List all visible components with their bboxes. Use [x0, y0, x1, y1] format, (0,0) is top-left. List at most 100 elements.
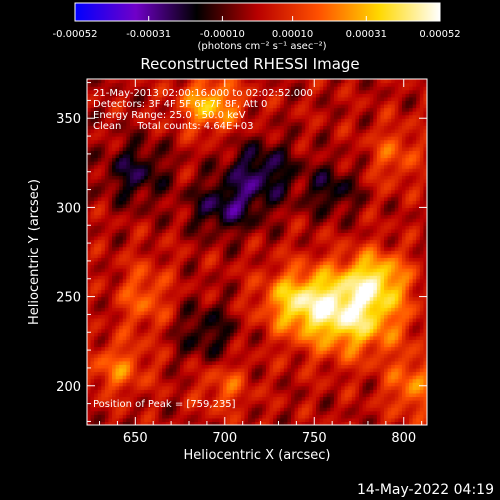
heatmap-cell — [94, 103, 99, 109]
heatmap-cell — [248, 371, 253, 376]
heatmap-cell — [108, 157, 113, 162]
heatmap-cell — [226, 350, 231, 355]
heatmap-cell — [129, 342, 135, 348]
heatmap-cell — [265, 203, 271, 209]
heatmap-cell — [265, 100, 271, 105]
heatmap-cell — [94, 417, 99, 423]
heatmap-cell — [90, 375, 95, 380]
heatmap-cell — [172, 150, 178, 155]
heatmap-cell — [162, 196, 167, 201]
heatmap-cell — [90, 200, 95, 205]
heatmap-cell — [119, 182, 124, 187]
colorbar: -0.00052 -0.00031 -0.00010 0.00010 0.00031 0.… — [53, 2, 461, 52]
heatmap-cell — [201, 150, 206, 155]
heatmap-cell — [255, 186, 260, 191]
heatmap-cell — [101, 367, 106, 373]
heatmap-cell — [230, 125, 235, 130]
heatmap-cell — [119, 246, 124, 251]
heatmap-cell — [212, 253, 217, 258]
heatmap-cell — [230, 164, 235, 169]
heatmap-cell — [137, 392, 142, 398]
heatmap-cell — [137, 325, 142, 330]
heatmap-cell — [101, 378, 106, 383]
heatmap-cell — [90, 382, 95, 387]
heatmap-cell — [262, 335, 267, 340]
heatmap-cell — [155, 407, 160, 412]
heatmap-cell — [155, 300, 160, 305]
heatmap-cell — [97, 186, 102, 191]
heatmap-cell — [219, 182, 224, 187]
heatmap-cell — [165, 392, 170, 398]
heatmap-cell — [115, 232, 120, 237]
heatmap-cell — [162, 285, 167, 291]
heatmap-cell — [230, 186, 235, 191]
heatmap-cell — [151, 189, 156, 194]
heatmap-cell — [262, 207, 267, 212]
heatmap-cell — [197, 382, 203, 387]
heatmap-cell — [90, 150, 95, 155]
heatmap-cell — [155, 153, 160, 159]
heatmap-cell — [180, 243, 185, 248]
heatmap-cell — [137, 121, 142, 126]
heatmap-cell — [133, 189, 138, 194]
heatmap-cell — [205, 257, 210, 262]
heatmap-cell — [215, 203, 221, 209]
heatmap-cell — [140, 128, 145, 134]
heatmap-cell — [262, 114, 267, 119]
heatmap-cell — [165, 410, 170, 415]
heatmap-cell — [144, 357, 149, 362]
heatmap-cell — [94, 114, 99, 119]
heatmap-cell — [244, 403, 249, 408]
heatmap-cell — [251, 168, 256, 173]
heatmap-cell — [223, 111, 228, 116]
heatmap-cell — [162, 100, 167, 105]
heatmap-cell — [226, 342, 231, 348]
heatmap-cell — [240, 407, 246, 412]
heatmap-cell — [87, 403, 92, 408]
heatmap-cell — [126, 178, 131, 184]
heatmap-cell — [187, 350, 192, 355]
heatmap-cell — [115, 325, 120, 330]
heatmap-cell — [237, 303, 242, 308]
heatmap-cell — [258, 360, 263, 365]
heatmap-cell — [126, 389, 131, 394]
heatmap-cell — [137, 317, 142, 323]
heatmap-cell — [190, 93, 195, 98]
heatmap-cell — [176, 128, 181, 134]
heatmap-cell — [126, 342, 131, 348]
heatmap-cell — [237, 285, 242, 291]
heatmap-cell — [244, 314, 249, 319]
heatmap-cell — [233, 103, 238, 109]
heatmap-cell — [212, 396, 217, 401]
heatmap-cell — [205, 300, 210, 305]
heatmap-cell — [208, 307, 213, 312]
heatmap-cell — [108, 164, 113, 169]
heatmap-cell — [219, 271, 224, 276]
heatmap-cell — [97, 218, 102, 223]
heatmap-cell — [255, 307, 260, 312]
heatmap-cell — [262, 86, 267, 91]
heatmap-cell — [140, 239, 145, 244]
heatmap-cell — [112, 96, 117, 102]
heatmap-cell — [212, 410, 217, 415]
heatmap-cell — [115, 342, 120, 348]
heatmap-cell — [240, 300, 246, 305]
heatmap-cell — [122, 278, 127, 283]
heatmap-cell — [144, 214, 149, 219]
heatmap-cell — [215, 314, 221, 319]
heatmap-cell — [137, 157, 142, 162]
heatmap-cell — [115, 382, 120, 387]
heatmap-cell — [158, 303, 163, 308]
heatmap-cell — [126, 86, 131, 91]
heatmap-cell — [122, 414, 127, 419]
heatmap-cell — [190, 86, 195, 91]
heatmap-cell — [223, 268, 228, 273]
heatmap-cell — [158, 339, 163, 344]
heatmap-cell — [137, 407, 142, 412]
heatmap-cell — [108, 225, 113, 230]
heatmap-cell — [147, 353, 153, 358]
heatmap-cell — [233, 186, 238, 191]
heatmap-cell — [237, 293, 242, 298]
heatmap-cell — [187, 264, 192, 269]
heatmap-cell — [190, 303, 195, 308]
